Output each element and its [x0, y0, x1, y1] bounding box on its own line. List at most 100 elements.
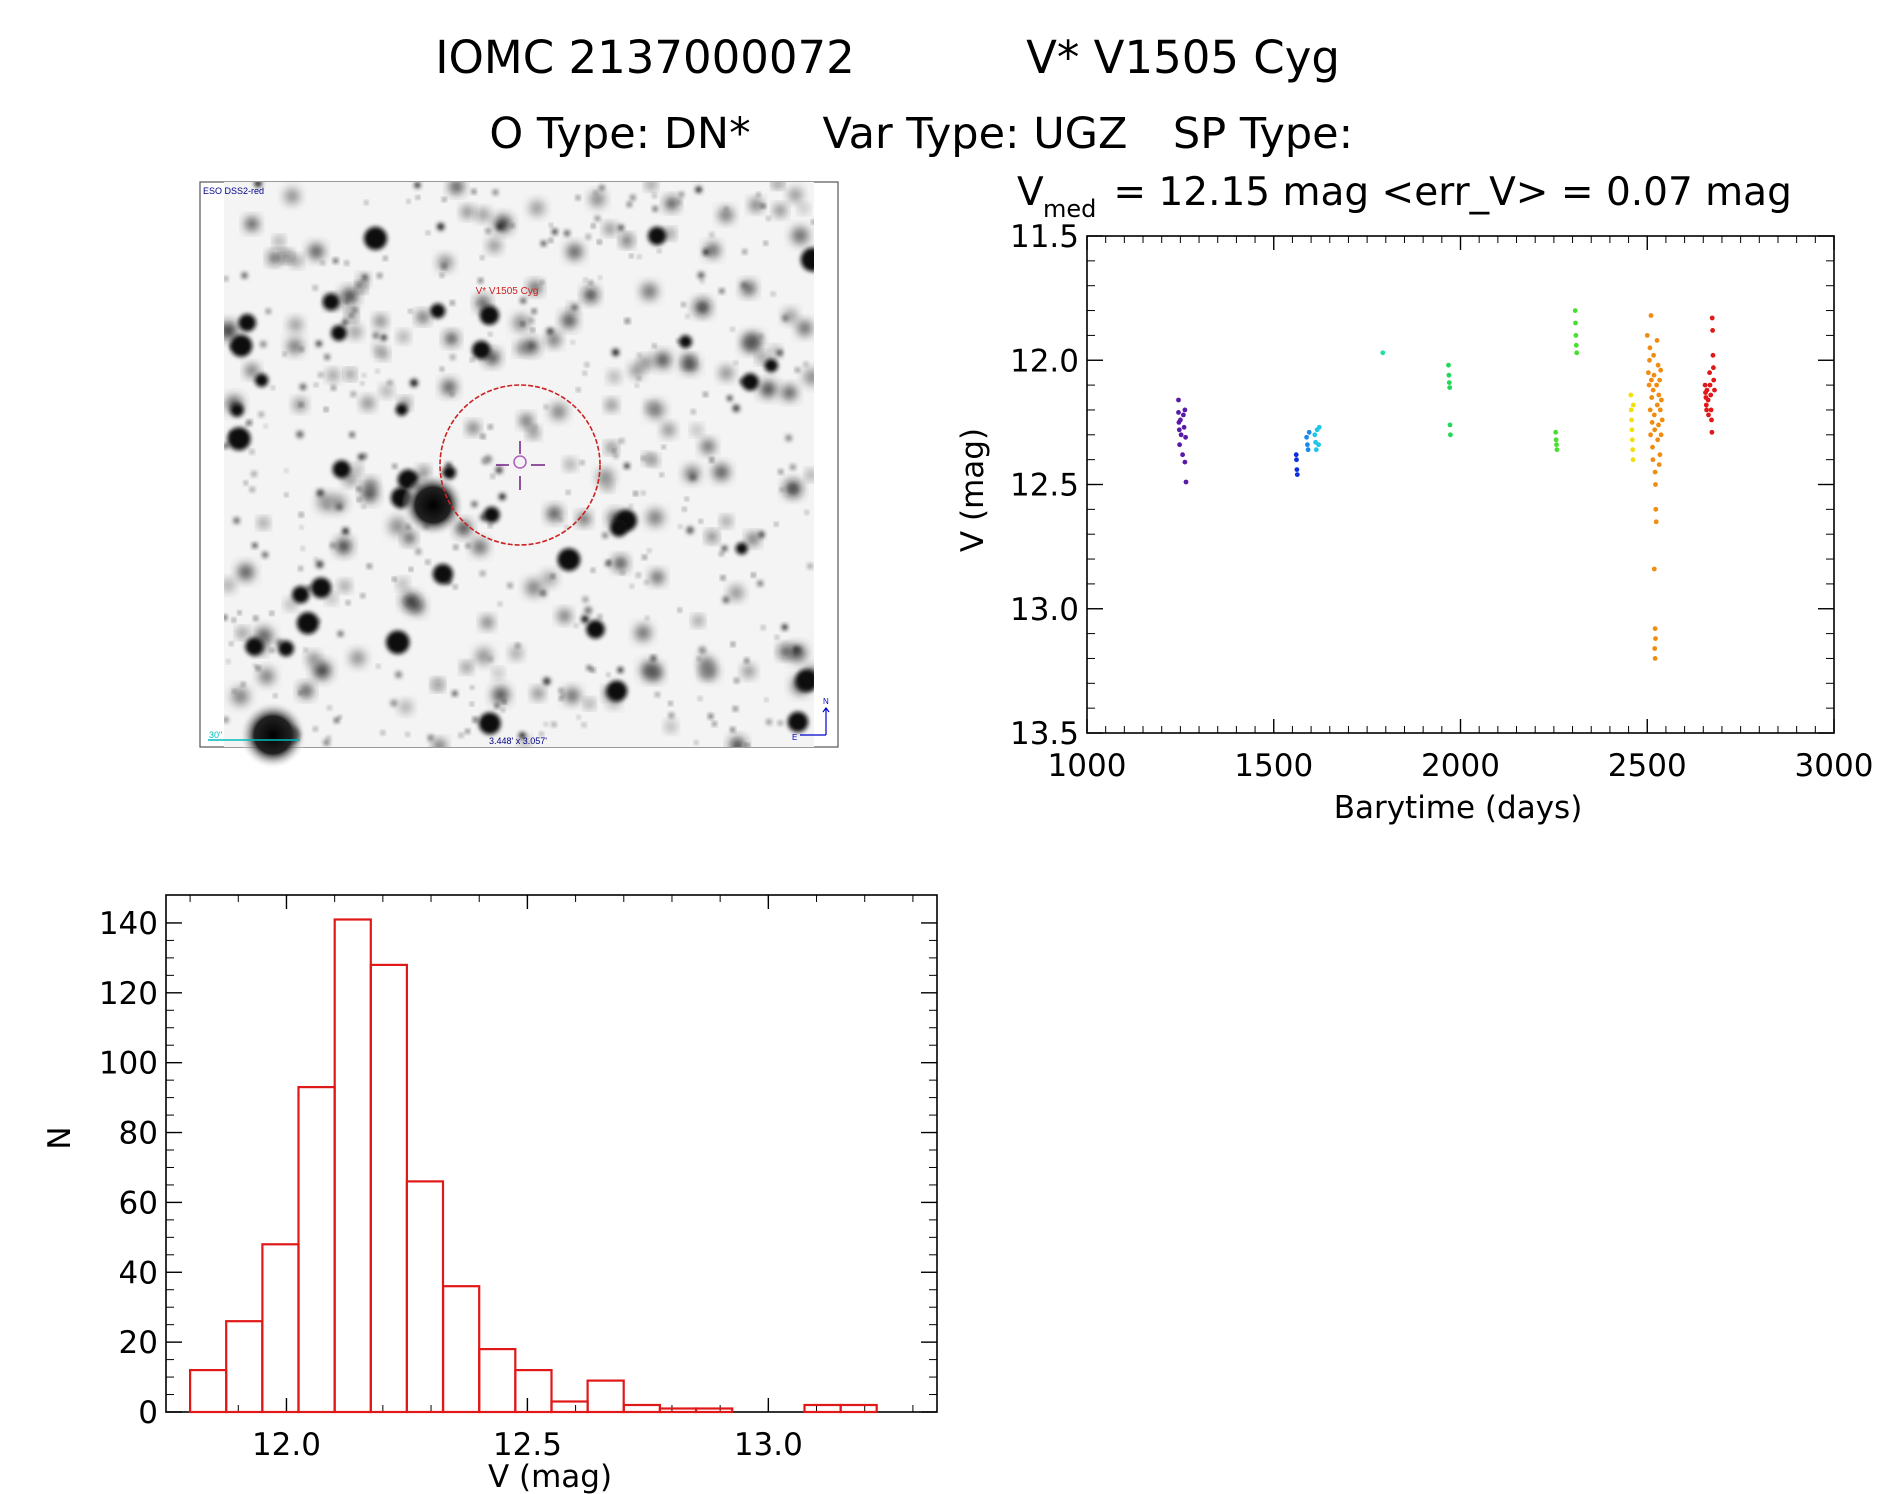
lc-point [1629, 417, 1634, 423]
lc-title: = 12.15 mag <err_V> = 0.07 mag [1101, 170, 1792, 215]
lc-ytick-label: 11.5 [1010, 219, 1079, 255]
hist-bar [297, 1085, 336, 1414]
hist-axes: 12.0 12.5 13.0 0 20 40 60 80 100 120 140 [99, 894, 938, 1463]
lc-point [1176, 397, 1181, 403]
lc-point [1182, 459, 1188, 465]
lc-xtick-label: 1000 [1048, 748, 1127, 784]
lc-point [1650, 387, 1656, 393]
lc-point [1704, 387, 1710, 393]
target-circle [439, 384, 601, 546]
lc-point [1294, 457, 1299, 463]
lc-point [1710, 328, 1715, 333]
lc-point [1710, 352, 1716, 358]
lc-point [1711, 365, 1716, 371]
lc-point [1181, 424, 1187, 430]
lc-point [1313, 447, 1319, 453]
lc-point [1628, 407, 1634, 413]
lc-xlabel: Barytime (days) [1334, 790, 1583, 826]
hist-bar [839, 1403, 878, 1414]
lc-point [1652, 427, 1658, 433]
lc-xtick-label: 1500 [1234, 748, 1313, 784]
finder-image: ESO DSS2-red V* V1505 Cyg 30" 3.448' x 3… [199, 181, 839, 769]
lc-point [1446, 380, 1452, 385]
lc-point [1709, 417, 1714, 423]
lc-point [1651, 566, 1657, 572]
lc-point [1178, 432, 1184, 438]
lc-title-subscript: med [1043, 195, 1096, 223]
lc-xtick-label: 2000 [1421, 748, 1500, 784]
hist-bar [550, 1400, 589, 1414]
hist-bar [586, 1379, 625, 1414]
lc-point [1650, 444, 1655, 450]
lc-point [1631, 402, 1636, 408]
lc-point [1706, 412, 1711, 418]
lc-point [1649, 395, 1655, 400]
hist-bar [189, 1368, 228, 1414]
hist-xtick-label: 12.5 [493, 1427, 562, 1463]
lc-point [1646, 370, 1651, 376]
lc-point [1572, 308, 1578, 313]
lc-point [1305, 447, 1311, 453]
lc-point [1657, 452, 1663, 458]
lc-point [1656, 462, 1662, 467]
hist-ytick-label: 0 [138, 1395, 158, 1431]
lc-title-v: V [1017, 170, 1044, 215]
hist-bar [261, 1243, 300, 1414]
hist-ytick-label: 40 [119, 1255, 158, 1291]
lc-point [1652, 469, 1658, 475]
lc-point [1647, 345, 1653, 351]
lc-point [1573, 320, 1578, 326]
lc-point [1647, 357, 1652, 363]
lc-point [1629, 427, 1635, 433]
header-variable-type: Var Type: UGZ [823, 109, 1128, 159]
lc-point [1630, 457, 1636, 463]
lc-plot-frame [1086, 235, 1835, 734]
lc-point [1656, 392, 1662, 398]
hist-bar [694, 1407, 734, 1414]
lc-point [1554, 447, 1560, 453]
lc-ytick-label: 13.0 [1010, 592, 1079, 628]
lc-ytick-label: 12.0 [1010, 343, 1079, 379]
hist-bars [189, 918, 878, 1414]
hist-bar [442, 1285, 481, 1414]
lc-point [1657, 377, 1662, 383]
lc-point [1646, 382, 1652, 388]
lc-point [1293, 452, 1299, 458]
lc-point [1649, 377, 1654, 383]
lc-point [1653, 482, 1658, 487]
lc-point [1448, 432, 1453, 438]
lc-point [1178, 417, 1183, 423]
lc-point [1653, 636, 1658, 641]
lc-point [1709, 429, 1715, 435]
lc-point [1312, 432, 1318, 438]
lc-point [1647, 407, 1653, 413]
lc-point [1294, 472, 1300, 477]
lc-point [1652, 646, 1658, 651]
lc-point [1644, 333, 1650, 338]
hist-bar [369, 963, 408, 1414]
header-object-type: O Type: DN* [489, 109, 750, 159]
lc-point [1659, 397, 1664, 403]
lc-point [1708, 392, 1714, 398]
lc-point [1573, 342, 1579, 348]
lc-point [1654, 382, 1659, 388]
lc-point [1707, 370, 1712, 376]
compass-east-label: E [792, 733, 797, 742]
lc-point [1183, 434, 1188, 440]
lc-point [1553, 437, 1559, 443]
lc-point [1705, 397, 1711, 403]
lc-point [1306, 429, 1312, 435]
lc-ylabel: V (mag) [955, 428, 991, 552]
hist-xlabel: V (mag) [488, 1459, 612, 1494]
lc-point [1305, 442, 1310, 448]
lc-point [1650, 457, 1656, 463]
lc-points [1176, 308, 1717, 661]
lc-point [1653, 506, 1659, 512]
hist-ylabel: N [42, 1126, 78, 1149]
lc-ytick-label: 12.5 [1010, 468, 1079, 504]
hist-ytick-label: 120 [99, 976, 158, 1012]
compass-icon [800, 707, 830, 736]
lc-point [1656, 422, 1661, 428]
lc-point [1573, 333, 1579, 338]
lc-point [1651, 412, 1657, 418]
